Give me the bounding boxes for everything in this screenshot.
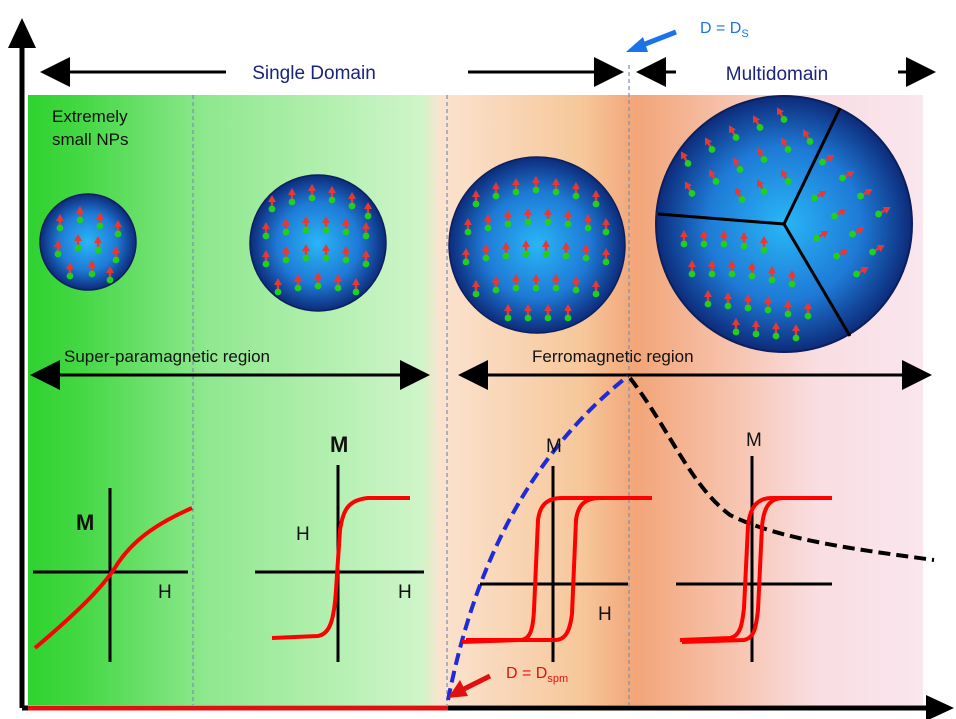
p2-h-right-label: H: [398, 582, 412, 603]
dspm-label: D = Dspm: [506, 665, 568, 685]
coercivity-decay-curve: [628, 376, 935, 562]
p1-m-label: M: [76, 510, 94, 535]
ds-pointer-arrow: [639, 29, 677, 49]
extremely-small-label-line1: Extremely: [52, 107, 128, 126]
multidomain-label: Multidomain: [726, 64, 828, 85]
p2-m-label: M: [330, 432, 348, 457]
hysteresis-loop-1: M H: [461, 436, 652, 662]
single-domain-label: Single Domain: [252, 63, 376, 84]
p4-m-label: M: [746, 430, 762, 451]
nanoparticle-multidomain: [655, 95, 913, 353]
coercivity-rise-curve: [446, 374, 630, 701]
dspm-pointer-arrowhead: [448, 680, 468, 698]
nanoparticle-extremely-small: [39, 193, 137, 291]
p1-h-label: H: [158, 582, 172, 603]
hysteresis-loop-2: M: [676, 430, 832, 662]
extremely-small-label-line2: small NPs: [52, 130, 129, 149]
ds-pointer-arrowhead: [626, 37, 648, 52]
superparamagnetic-region-label: Super-paramagnetic region: [64, 347, 270, 366]
magnetization-plot-2: M H H: [255, 432, 424, 662]
x-axis-arrowhead: [926, 695, 954, 719]
y-axis-arrowhead: [8, 18, 36, 48]
nanoparticle-superparamagnetic: [249, 174, 387, 312]
magnetization-plot-1: M H: [33, 488, 193, 662]
p3-h-label: H: [598, 604, 612, 625]
ds-label: D = DS: [700, 20, 749, 40]
p3-m-label: M: [546, 436, 562, 457]
p2-h-left-label: H: [296, 524, 310, 545]
ferromagnetic-region-label: Ferromagnetic region: [532, 347, 694, 366]
dspm-pointer-arrow: [460, 673, 492, 693]
nanoparticle-single-domain: [448, 156, 626, 334]
